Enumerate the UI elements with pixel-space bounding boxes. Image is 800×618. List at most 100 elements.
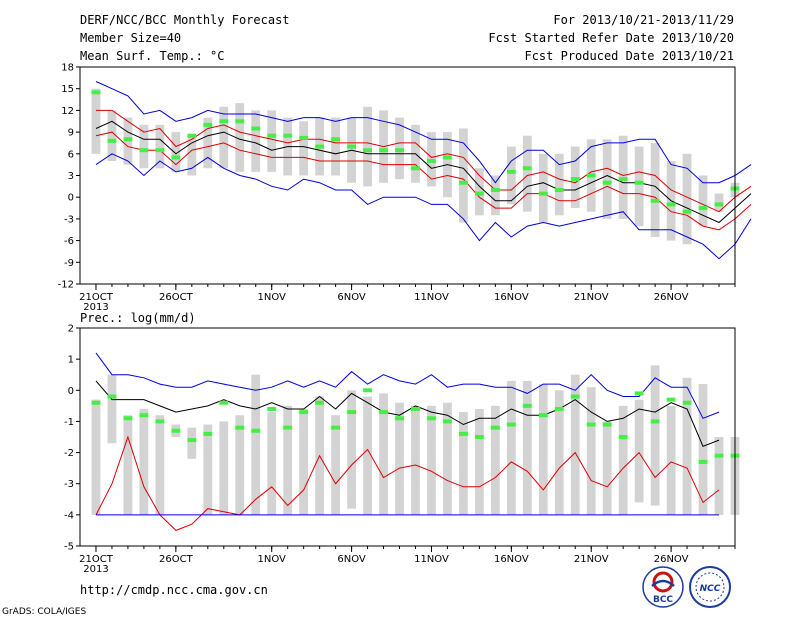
spread-box-3	[139, 124, 149, 169]
obs-marker-26	[506, 422, 516, 427]
chart-title: DERF/NCC/BCC Monthly Forecast	[80, 13, 290, 27]
obs-marker-16	[347, 410, 356, 415]
obs-marker-19	[395, 148, 404, 153]
x-tick-label: 6NOV	[337, 554, 366, 565]
obs-marker-13	[299, 410, 309, 415]
x-tick-label: 16NOV	[494, 292, 529, 303]
line-extreme-high	[95, 81, 752, 184]
member-size: Member Size=40	[80, 31, 181, 45]
spread-box-39	[714, 437, 724, 515]
bcc-logo: BCC	[642, 566, 684, 608]
line-p10	[95, 131, 752, 231]
y-tick-label: 15	[61, 84, 74, 95]
spread-box-8	[219, 106, 229, 169]
spread-box-15	[331, 415, 341, 515]
obs-marker-10	[251, 126, 261, 131]
bcc-logo-text: BCC	[653, 595, 673, 605]
obs-marker-32	[602, 180, 612, 185]
spread-box-10	[251, 374, 261, 515]
obs-marker-27	[522, 403, 532, 408]
spread-box-34	[634, 399, 644, 503]
spread-box-25	[490, 175, 500, 216]
spread-box-0	[91, 399, 101, 515]
spread-box-30	[570, 374, 580, 515]
obs-marker-2	[123, 416, 133, 421]
spread-box-13	[299, 121, 309, 176]
y-tick-label: 9	[68, 128, 74, 139]
obs-marker-17	[363, 388, 372, 393]
spread-box-23	[459, 412, 468, 515]
obs-marker-27	[522, 166, 532, 171]
obs-marker-39	[714, 453, 724, 458]
x-tick-year: 2013	[83, 564, 108, 575]
obs-marker-7	[203, 122, 213, 127]
spread-box-27	[522, 380, 532, 515]
line-p10	[95, 435, 720, 531]
y-tick-label: -9	[64, 258, 74, 269]
obs-marker-39	[714, 202, 724, 207]
spread-box-24	[474, 408, 484, 515]
obs-marker-19	[395, 416, 404, 421]
obs-marker-10	[251, 428, 261, 433]
y-tick-label: -5	[64, 542, 74, 553]
obs-marker-3	[139, 413, 149, 418]
obs-marker-12	[283, 425, 293, 430]
obs-marker-6	[187, 438, 197, 443]
obs-marker-36	[666, 202, 676, 207]
spread-box-32	[602, 421, 612, 515]
spread-box-23	[459, 128, 468, 223]
obs-marker-25	[490, 425, 500, 430]
start-date: Fcst Started Refer Date 2013/10/20	[488, 31, 734, 45]
obs-marker-26	[506, 169, 516, 174]
obs-marker-20	[411, 166, 420, 171]
spread-box-6	[187, 135, 197, 176]
obs-marker-22	[443, 419, 452, 424]
spread-box-0	[91, 88, 101, 154]
spread-box-8	[219, 421, 229, 515]
obs-marker-2	[123, 137, 133, 142]
spread-box-4	[155, 415, 165, 515]
y-tick-label: -3	[64, 479, 74, 490]
obs-marker-18	[379, 410, 388, 415]
spread-box-31	[586, 387, 596, 515]
obs-marker-14	[315, 144, 325, 149]
spread-box-7	[203, 424, 213, 515]
obs-marker-33	[618, 435, 628, 439]
grads-credit: GrADS: COLA/IGES	[2, 607, 86, 617]
obs-marker-20	[411, 406, 420, 411]
obs-marker-5	[171, 155, 181, 160]
spread-box-28	[538, 384, 548, 515]
spread-box-28	[538, 153, 548, 223]
obs-marker-4	[155, 419, 165, 424]
obs-marker-8	[219, 400, 229, 405]
spread-box-22	[443, 402, 452, 515]
spread-box-10	[251, 110, 261, 172]
obs-marker-5	[171, 428, 181, 433]
y-tick-label: -3	[64, 214, 74, 225]
spread-box-6	[187, 427, 197, 459]
obs-marker-14	[315, 400, 325, 405]
obs-marker-24	[474, 191, 484, 196]
produced-date: Fcst Produced Date 2013/10/21	[524, 49, 734, 63]
obs-marker-31	[586, 422, 596, 427]
y-tick-label: -6	[64, 236, 74, 247]
spread-box-26	[506, 146, 516, 205]
obs-marker-15	[331, 425, 341, 430]
y-tick-label: 1	[68, 355, 74, 366]
spread-box-27	[522, 135, 532, 212]
obs-marker-34	[634, 180, 644, 185]
obs-marker-34	[634, 391, 644, 396]
line-mean	[95, 380, 720, 447]
spread-box-4	[155, 124, 165, 169]
spread-box-18	[379, 393, 388, 515]
source-url[interactable]: http://cmdp.ncc.cma.gov.cn	[80, 583, 268, 597]
line-p90	[96, 109, 752, 213]
line-extreme-high	[95, 352, 720, 419]
obs-marker-24	[474, 435, 484, 439]
spread-box-2	[123, 415, 133, 515]
y-tick-label: 0	[68, 193, 74, 204]
spread-box-1	[107, 110, 117, 162]
obs-marker-22	[443, 155, 452, 160]
x-tick-label: 21NOV	[574, 292, 609, 303]
